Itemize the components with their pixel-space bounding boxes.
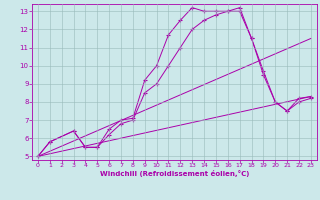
X-axis label: Windchill (Refroidissement éolien,°C): Windchill (Refroidissement éolien,°C) [100,170,249,177]
